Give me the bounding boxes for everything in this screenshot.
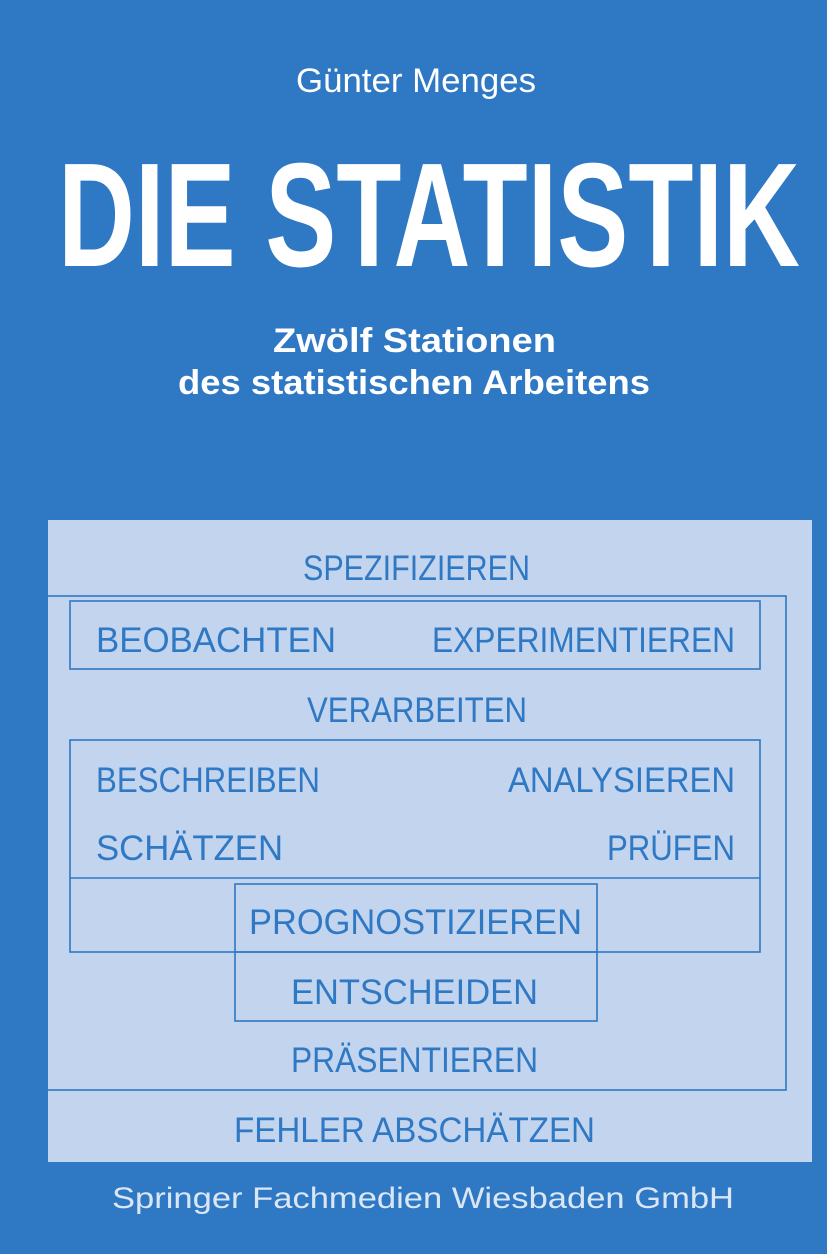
diagram-label: FEHLER ABSCHÄTZEN: [234, 1111, 595, 1150]
title: DIE STATISTIK: [58, 133, 800, 298]
diagram-label: EXPERIMENTIEREN: [432, 621, 735, 660]
author: Günter Menges: [296, 62, 536, 100]
diagram-label: ANALYSIEREN: [508, 761, 735, 800]
diagram-label: BESCHREIBEN: [96, 761, 320, 800]
frame: [69, 600, 761, 670]
diagram-label: SPEZIFIZIEREN: [303, 549, 530, 588]
frame: [43, 595, 787, 1091]
diagram-label: PROGNOSTIZIEREN: [249, 903, 582, 942]
diagram-label: VERARBEITEN: [307, 691, 527, 730]
diagram-label: PRÄSENTIEREN: [291, 1041, 538, 1080]
subtitle-line: Zwölf Stationen: [273, 322, 556, 360]
diagram-label: BEOBACHTEN: [96, 621, 336, 660]
publisher: Springer Fachmedien Wiesbaden GmbH: [112, 1182, 734, 1215]
diagram: SPEZIFIZIEREN BEOBACHTEN EXPERIMENTIEREN…: [43, 520, 812, 1162]
diagram-label: ENTSCHEIDEN: [291, 973, 538, 1012]
diagram-panel: [48, 520, 812, 1162]
diagram-label: PRÜFEN: [607, 829, 735, 868]
diagram-label: SCHÄTZEN: [96, 829, 283, 868]
subtitle-line: des statistischen Arbeitens: [178, 364, 650, 402]
